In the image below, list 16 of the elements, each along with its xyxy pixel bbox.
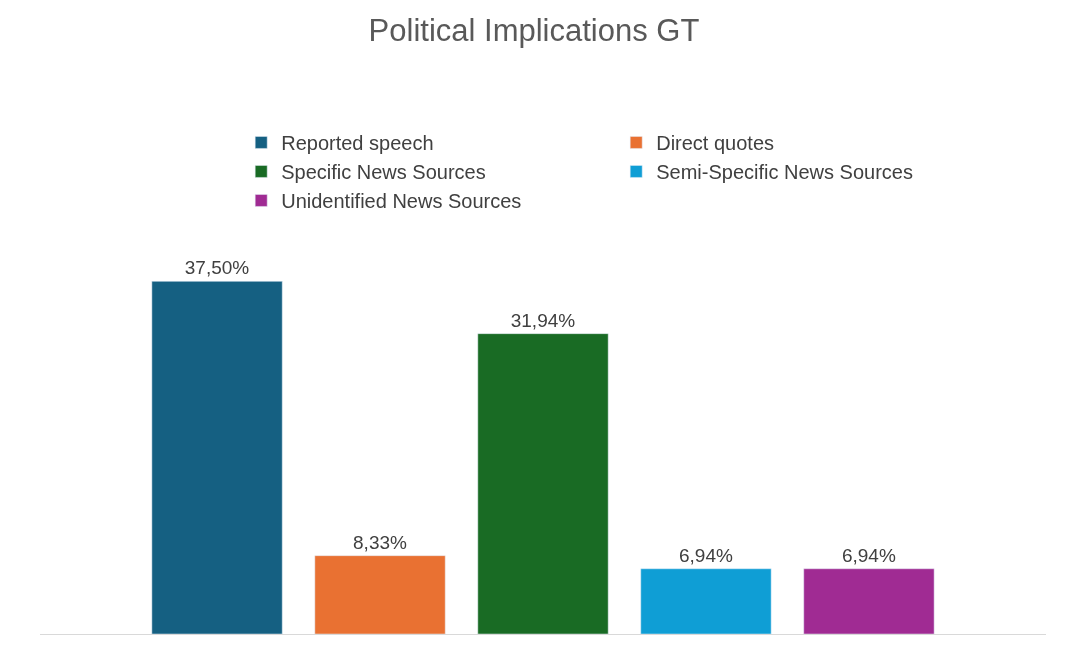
bar xyxy=(803,568,935,634)
legend-label: Reported speech xyxy=(281,132,434,155)
chart-title: Political Implications GT xyxy=(368,12,700,48)
data-label: 8,33% xyxy=(353,531,408,553)
bar xyxy=(640,568,772,634)
legend-label: Direct quotes xyxy=(656,132,775,155)
legend-label: Unidentified News Sources xyxy=(281,190,522,213)
bar xyxy=(477,333,609,634)
legend-label: Specific News Sources xyxy=(281,161,486,184)
bar xyxy=(314,555,446,634)
bar xyxy=(151,281,283,634)
data-label: 31,94% xyxy=(510,309,576,331)
data-label: 37,50% xyxy=(184,257,250,279)
data-label: 6,94% xyxy=(841,544,896,566)
data-label: 6,94% xyxy=(678,544,733,566)
legend-label: Semi-Specific News Sources xyxy=(656,161,913,184)
